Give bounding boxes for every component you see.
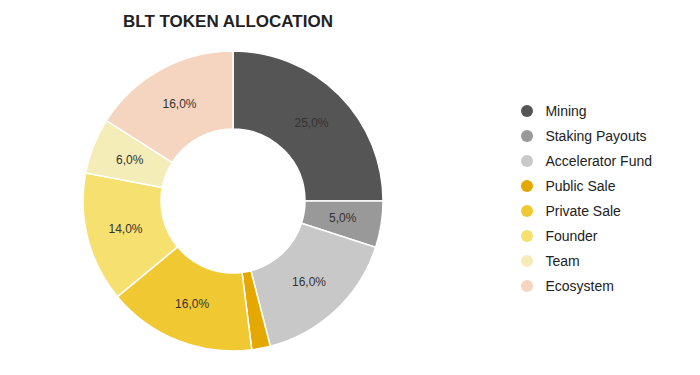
html-text:Founder: Founder (545, 228, 598, 244)
svg-text:14,0%: 14,0% (108, 222, 142, 236)
html-text:BLT TOKEN ALLOCATION: BLT TOKEN ALLOCATION (123, 12, 333, 31)
html-text:Staking Payouts: Staking Payouts (545, 128, 647, 144)
svg-text:16,0%: 16,0% (163, 97, 197, 111)
html-text:Private Sale: Private Sale (545, 203, 621, 219)
html-text:Team: Team (545, 253, 580, 269)
html-text:Accelerator Fund: Accelerator Fund (545, 153, 652, 169)
svg-text:6,0%: 6,0% (116, 153, 144, 167)
svg-text:5,0%: 5,0% (329, 211, 357, 225)
html-text:Public Sale: Public Sale (545, 178, 616, 194)
html-text:Ecosystem: Ecosystem (545, 278, 614, 294)
html-text:Mining: Mining (545, 103, 587, 119)
svg-text:25,0%: 25,0% (294, 116, 328, 130)
svg-text:16,0%: 16,0% (175, 297, 209, 311)
svg-text:16,0%: 16,0% (292, 275, 326, 289)
